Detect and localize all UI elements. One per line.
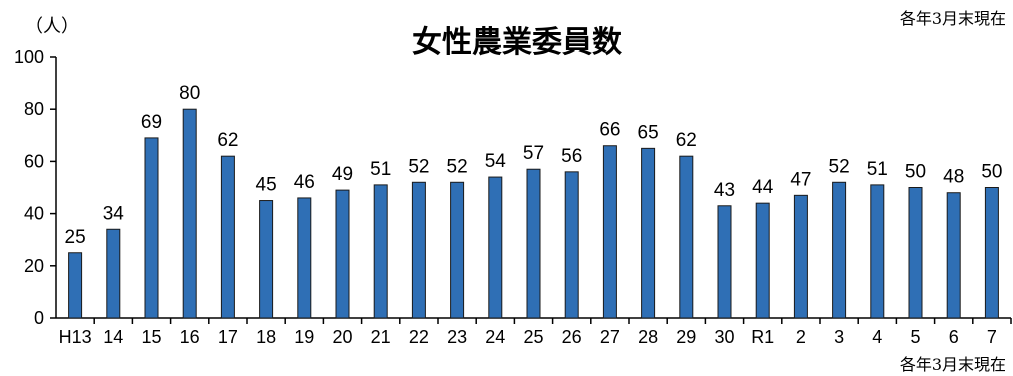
x-tick-label: 21 (371, 327, 391, 347)
x-tick-label: 14 (103, 327, 123, 347)
x-tick-label: 29 (676, 327, 696, 347)
bar (870, 184, 885, 319)
data-label: 69 (141, 112, 162, 133)
bar (679, 155, 694, 319)
date-note-top: 各年3月末現在 (900, 9, 1006, 28)
bar (793, 194, 808, 319)
x-tick-label: 25 (523, 327, 543, 347)
bar (564, 171, 579, 319)
x-tick-label: 30 (714, 327, 734, 347)
bar (106, 228, 121, 319)
x-axis-tick-labels: H13 14 15 16 17 18 19 20 21 22 23 24 25 26 27 28 29 30 R1 2… (59, 318, 1012, 347)
y-axis-ticks: 0 20 40 60 80 100 (14, 47, 56, 328)
x-tick-label: 3 (834, 327, 844, 347)
bar (450, 181, 465, 319)
data-label: 50 (981, 162, 1002, 183)
x-tick-label: 23 (447, 327, 467, 347)
data-label: 47 (790, 169, 811, 190)
data-label: 62 (676, 130, 697, 151)
data-label: 51 (867, 159, 888, 180)
y-tick-label: 60 (24, 151, 44, 171)
y-tick-label: 40 (24, 204, 44, 224)
bar (182, 108, 197, 319)
bar (411, 181, 426, 319)
bar (335, 189, 350, 319)
bar (755, 202, 770, 319)
bar (946, 192, 961, 319)
x-tick-label: 20 (332, 327, 352, 347)
x-tick-label: 27 (600, 327, 620, 347)
x-tick-label: 2 (796, 327, 806, 347)
x-tick-label: 7 (987, 327, 997, 347)
chart-title: 女性農業委員数 (412, 25, 623, 60)
data-label: 34 (103, 203, 125, 224)
bar (526, 168, 541, 319)
data-label: 25 (65, 227, 86, 248)
data-label: 56 (561, 146, 582, 167)
data-label: 66 (599, 120, 620, 141)
data-label: 65 (638, 122, 659, 143)
y-tick-label: 100 (14, 47, 44, 67)
bar (832, 181, 847, 319)
bar (259, 200, 274, 319)
data-label: 44 (752, 177, 774, 198)
data-label: 51 (370, 159, 391, 180)
y-tick-label: 20 (24, 256, 44, 276)
bar (144, 137, 159, 319)
x-tick-label: H13 (59, 327, 92, 347)
data-label: 80 (179, 83, 200, 104)
y-tick-label: 0 (34, 308, 44, 328)
value-labels: 25 34 69 80 62 45 46 49 51 52 52 54 57 56 66 65 62 43 44 47… (65, 83, 1003, 248)
x-tick-label: 17 (218, 327, 238, 347)
data-label: 46 (294, 172, 315, 193)
x-tick-label: 15 (141, 327, 161, 347)
x-tick-label: R1 (751, 327, 774, 347)
x-tick-label: 26 (562, 327, 582, 347)
bar (488, 176, 503, 319)
x-tick-label: 28 (638, 327, 658, 347)
x-tick-label: 4 (872, 327, 882, 347)
bar (641, 147, 656, 319)
data-label: 45 (256, 175, 277, 196)
bar (717, 205, 732, 319)
y-unit-label: （人） (25, 16, 79, 37)
data-label: 52 (408, 156, 429, 177)
data-label: 50 (905, 162, 926, 183)
bar (297, 197, 312, 319)
x-tick-label: 24 (485, 327, 505, 347)
data-label: 52 (829, 156, 850, 177)
x-tick-label: 22 (409, 327, 429, 347)
y-tick-label: 80 (24, 99, 44, 119)
bar (373, 184, 388, 319)
bar (220, 155, 235, 319)
x-tick-label: 19 (294, 327, 314, 347)
data-label: 62 (217, 130, 238, 151)
bar (68, 252, 83, 319)
x-tick-label: 18 (256, 327, 276, 347)
data-label: 49 (332, 164, 353, 185)
data-label: 52 (447, 156, 468, 177)
date-note-bottom: 各年3月末現在 (900, 355, 1006, 374)
data-label: 48 (943, 167, 964, 188)
data-label: 54 (485, 151, 507, 172)
bar (984, 187, 999, 319)
x-tick-label: 5 (910, 327, 920, 347)
bar (602, 145, 617, 319)
x-tick-label: 6 (949, 327, 959, 347)
data-label: 57 (523, 143, 544, 164)
data-label: 43 (714, 180, 735, 201)
x-tick-label: 16 (180, 327, 200, 347)
bar (908, 187, 923, 319)
bar-group (68, 108, 999, 319)
